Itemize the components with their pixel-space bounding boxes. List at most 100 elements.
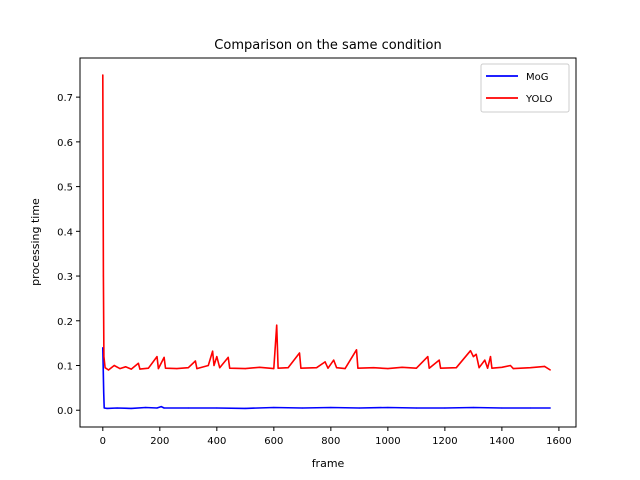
y-axis-label: processing time	[29, 198, 42, 286]
data-point-yolo	[216, 356, 218, 358]
x-tick-label: 1200	[432, 436, 457, 447]
data-point-yolo	[529, 367, 532, 369]
data-point-yolo	[125, 366, 127, 368]
data-point-mog	[415, 407, 417, 409]
data-point-yolo	[273, 368, 275, 370]
data-point-yolo	[484, 359, 486, 361]
data-point-yolo	[387, 368, 389, 370]
data-point-yolo	[438, 359, 440, 361]
data-point-mog	[163, 407, 165, 409]
data-point-yolo	[489, 356, 492, 358]
data-point-yolo	[475, 353, 477, 355]
data-point-mog	[501, 407, 503, 409]
data-point-yolo	[113, 364, 115, 367]
data-point-yolo	[427, 356, 429, 358]
data-point-mog	[529, 407, 532, 409]
legend-box	[480, 63, 570, 113]
y-tick-label: 0.4	[57, 227, 73, 238]
data-point-yolo	[487, 367, 489, 369]
data-point-yolo	[300, 367, 302, 369]
data-point-yolo	[324, 361, 326, 363]
data-point-mog	[216, 407, 218, 409]
data-point-yolo	[147, 367, 149, 369]
data-point-yolo	[229, 367, 231, 369]
data-point-yolo	[187, 367, 189, 369]
data-point-yolo	[156, 356, 158, 358]
data-point-yolo	[244, 368, 246, 370]
y-tick-label: 0.3	[57, 272, 73, 283]
data-point-yolo	[428, 367, 430, 369]
data-point-yolo	[333, 359, 335, 361]
y-tick-label: 0.0	[57, 406, 73, 417]
data-point-yolo	[212, 350, 214, 352]
y-tick-label: 0.7	[57, 93, 73, 104]
series-line-yolo	[102, 74, 551, 371]
chart-title: Comparison on the same condition	[214, 38, 441, 53]
data-point-mog	[130, 407, 132, 409]
data-point-yolo	[336, 367, 338, 369]
x-axis-ticks: 0 200 400 600 800 1000 1200 1400 1600	[100, 427, 572, 447]
data-point-yolo	[107, 369, 110, 371]
data-point-yolo	[137, 362, 139, 364]
data-point-yolo	[119, 368, 121, 370]
series-yolo	[102, 74, 551, 371]
data-point-yolo	[176, 368, 178, 370]
data-point-yolo	[219, 367, 221, 369]
data-point-yolo	[544, 365, 546, 367]
data-point-yolo	[139, 368, 141, 370]
data-point-yolo	[157, 368, 159, 370]
data-point-yolo	[104, 367, 106, 369]
data-point-mog	[145, 406, 147, 409]
data-point-mog	[106, 407, 108, 409]
series-mog	[102, 347, 551, 410]
data-point-mog	[103, 407, 105, 409]
legend-label-mog: MoG	[526, 72, 549, 83]
data-point-yolo	[401, 366, 403, 368]
x-tick-label: 1400	[489, 436, 514, 447]
data-point-mog	[160, 406, 162, 408]
series-line-mog	[102, 347, 551, 410]
data-point-mog	[444, 407, 446, 409]
x-tick-label: 800	[321, 436, 340, 447]
data-point-yolo	[287, 367, 289, 369]
data-point-yolo	[102, 275, 104, 277]
plot-area-frame	[79, 57, 577, 428]
data-point-yolo	[455, 367, 457, 369]
x-tick-label: 400	[207, 436, 226, 447]
data-point-yolo	[501, 366, 503, 368]
data-point-yolo	[194, 360, 196, 362]
x-tick-label: 1600	[546, 436, 571, 447]
data-point-yolo	[355, 349, 358, 351]
data-point-yolo	[440, 367, 442, 369]
data-point-yolo	[163, 356, 165, 358]
data-point-yolo	[196, 368, 198, 370]
data-point-mog	[273, 406, 275, 409]
y-axis-ticks: 0.0 0.1 0.2 0.3 0.4 0.5 0.6 0.7	[57, 93, 80, 417]
data-point-yolo	[357, 367, 359, 369]
data-point-yolo	[277, 367, 279, 369]
data-point-yolo	[276, 324, 278, 326]
data-point-mog	[301, 407, 303, 409]
legend: MoG YOLO	[480, 63, 570, 113]
data-point-yolo	[207, 364, 209, 367]
data-point-mog	[330, 406, 332, 409]
series-layer	[102, 74, 551, 410]
data-point-yolo	[298, 352, 301, 354]
x-tick-label: 600	[264, 436, 283, 447]
data-point-mog	[244, 407, 246, 409]
data-point-yolo	[469, 350, 472, 352]
data-point-mog	[387, 406, 389, 409]
data-point-mog	[187, 407, 189, 409]
data-point-yolo	[130, 368, 132, 370]
data-point-yolo	[344, 368, 346, 370]
data-point-yolo	[227, 356, 229, 358]
x-tick-label: 1000	[375, 436, 400, 447]
data-point-mog	[358, 407, 360, 409]
data-point-yolo	[512, 368, 514, 370]
data-point-yolo	[415, 367, 417, 369]
data-point-mog	[156, 407, 158, 409]
x-tick-label: 0	[100, 436, 106, 447]
x-axis-label: frame	[312, 457, 345, 470]
data-point-yolo	[373, 367, 375, 369]
